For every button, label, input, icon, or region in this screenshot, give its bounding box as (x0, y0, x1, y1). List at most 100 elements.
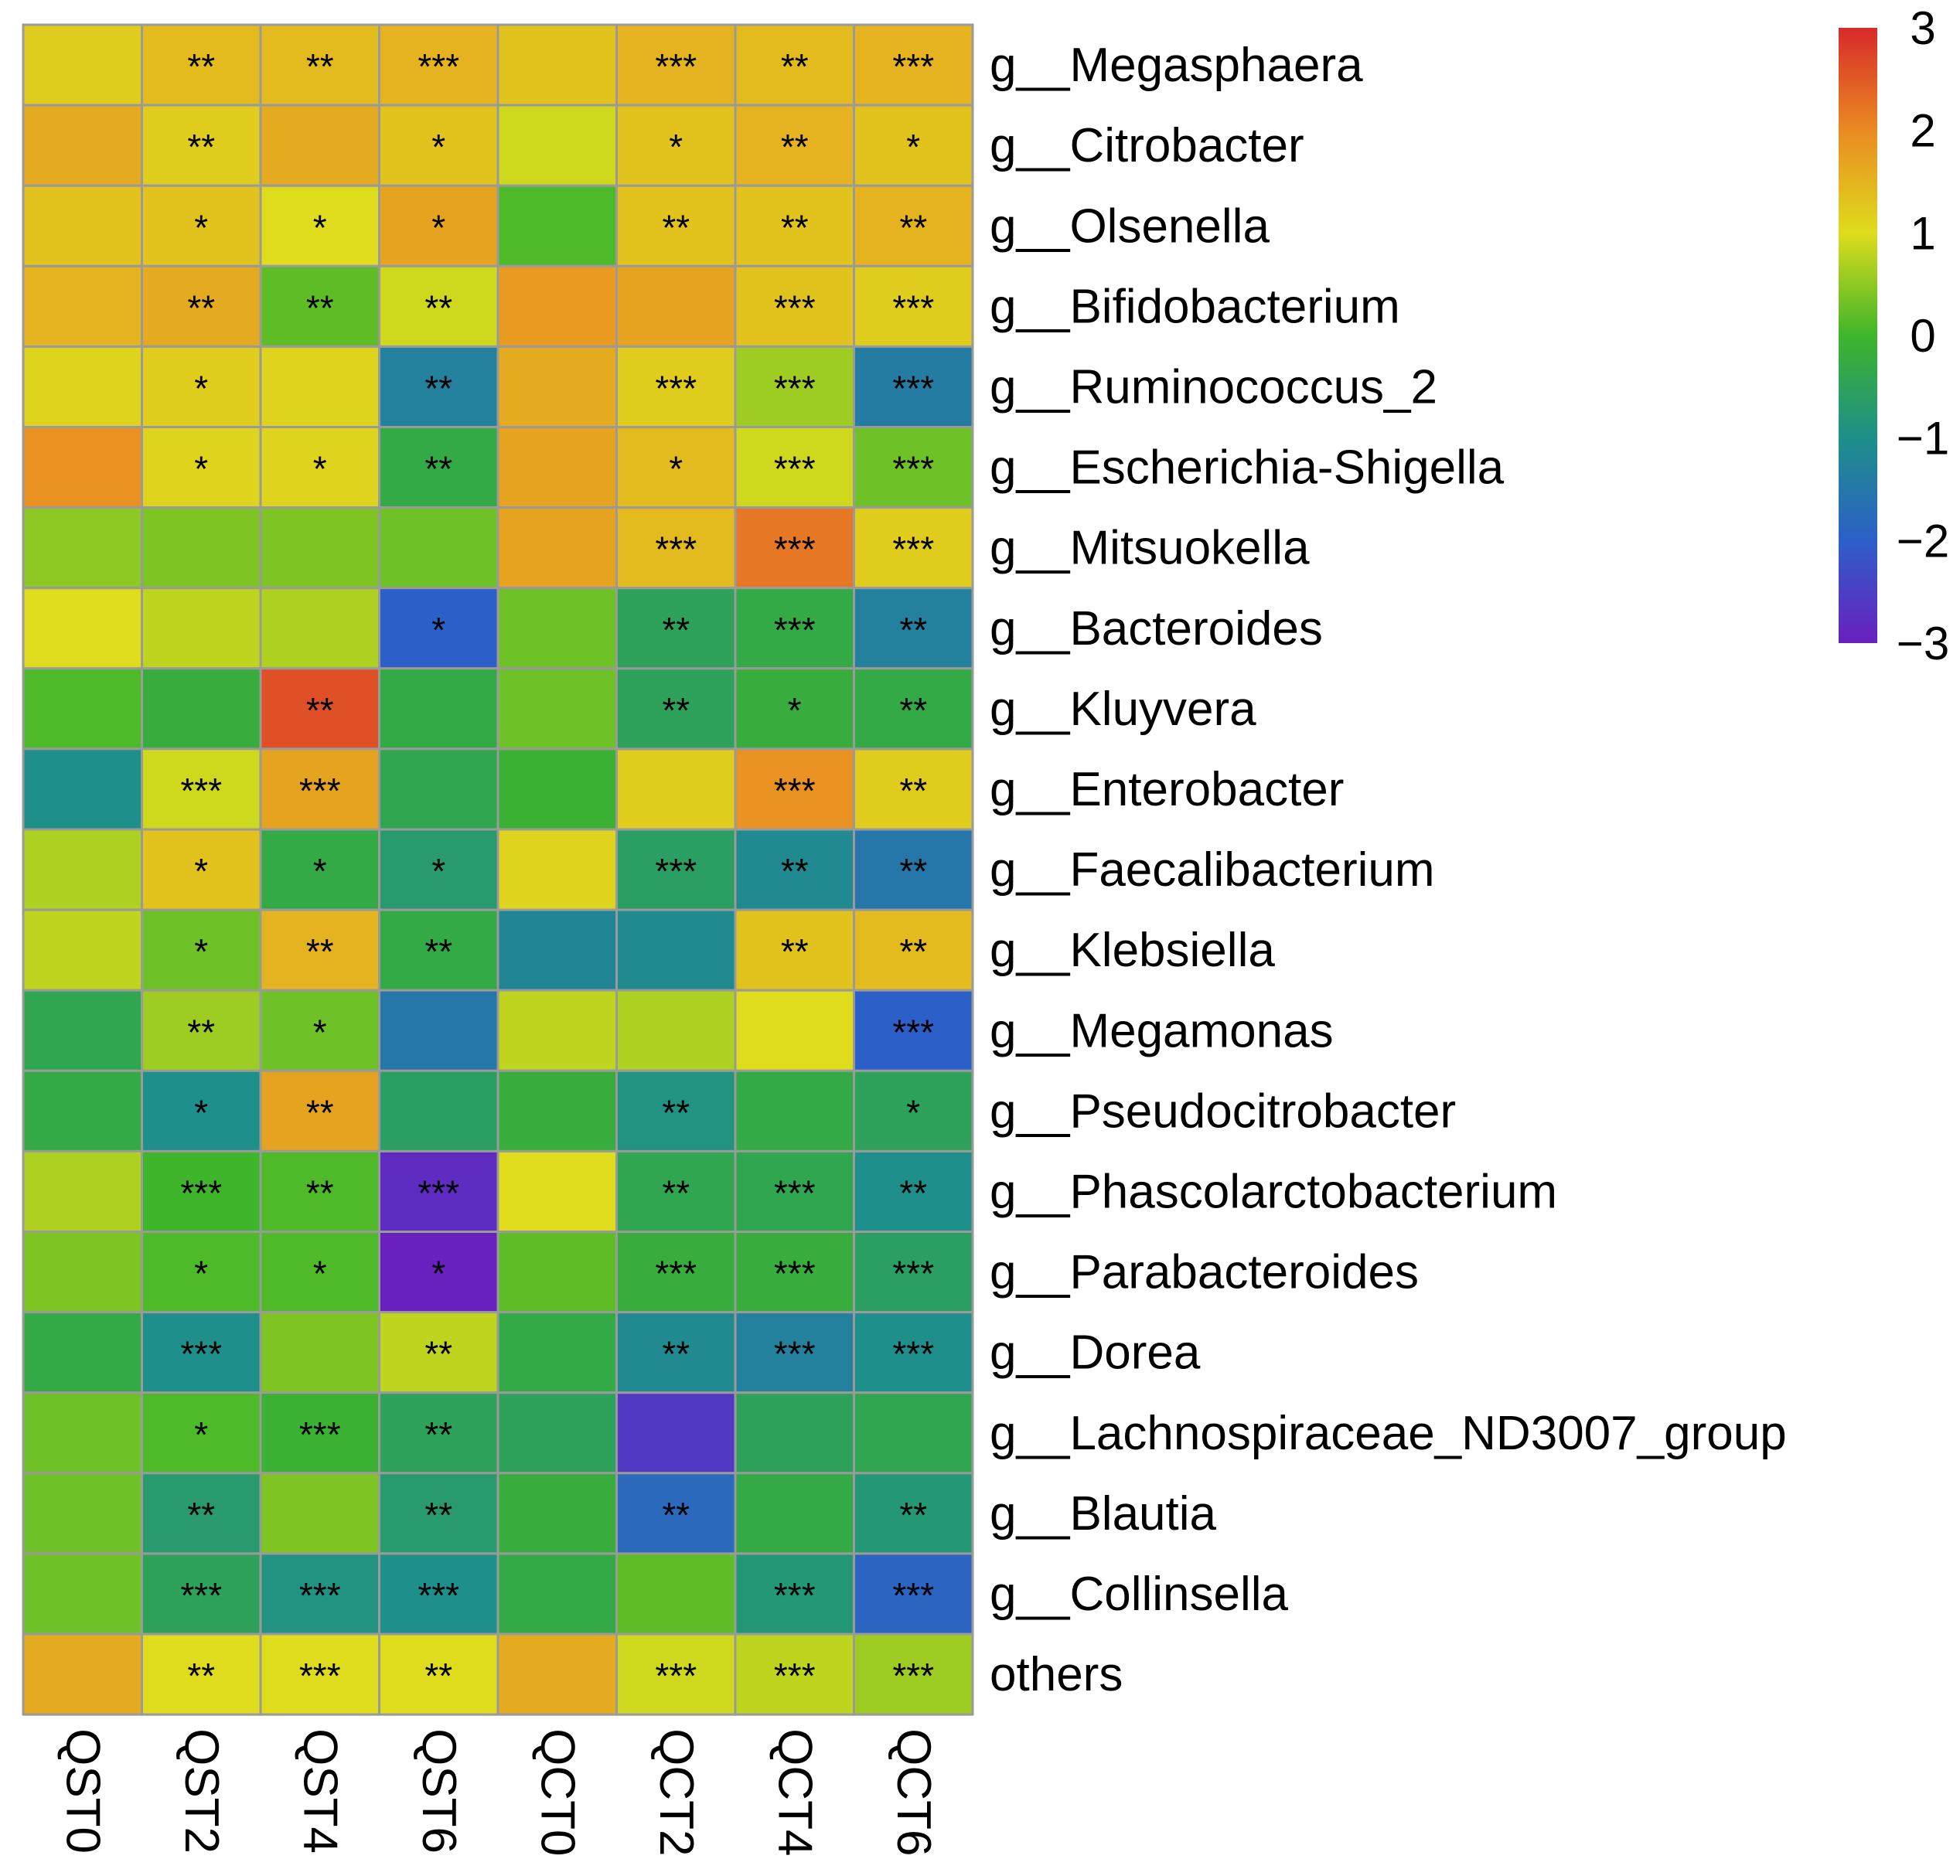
heatmap-cell (853, 345, 974, 428)
significance-marker: * (194, 1254, 208, 1294)
heatmap-cell (496, 1231, 618, 1314)
heatmap-cell (853, 1633, 974, 1716)
significance-marker: * (313, 207, 327, 247)
significance-marker: *** (774, 610, 816, 650)
significance-marker: ** (899, 690, 927, 730)
significance-marker: *** (774, 1334, 816, 1374)
heatmap-cell (22, 426, 143, 509)
significance-marker: * (313, 851, 327, 891)
significance-marker: *** (892, 1334, 934, 1374)
significance-marker: * (313, 1012, 327, 1052)
heatmap-cell (259, 1633, 380, 1716)
heatmap-cell (378, 104, 499, 187)
heatmap-cell (853, 264, 974, 348)
heatmap-cell (141, 506, 262, 590)
significance-marker: *** (655, 46, 697, 87)
heatmap-cell (378, 989, 499, 1072)
significance-marker: *** (299, 1415, 341, 1455)
heatmap-cell (22, 747, 143, 831)
heatmap-cell (853, 506, 974, 590)
significance-marker: ** (662, 1495, 690, 1535)
heatmap-cell (853, 1149, 974, 1234)
heatmap-cell (853, 587, 974, 670)
heatmap-cell (22, 1311, 143, 1394)
heatmap-cell (141, 345, 262, 428)
significance-markers: ** ** *** *** ** ***** * * ** ** * * ** ** **** ** ** ***… (180, 46, 934, 1696)
row-labels: g__Megasphaera g__Citrobacter g__Olsenella… (990, 39, 1787, 1701)
heatmap-cell (378, 1149, 499, 1234)
heatmap-cell (22, 506, 143, 590)
heatmap-cell (496, 23, 618, 107)
significance-marker: *** (892, 368, 934, 408)
heatmap-cell (141, 426, 262, 509)
heatmap-cell (259, 264, 380, 348)
heatmap-cell (853, 1391, 974, 1475)
color-scale-tick: 3 (1910, 2, 1935, 54)
significance-marker: ** (187, 1495, 215, 1535)
color-scale-tick: −3 (1897, 618, 1949, 669)
significance-marker: *** (774, 449, 816, 489)
column-label: QST0 (56, 1728, 109, 1854)
column-label: QCT6 (887, 1728, 940, 1856)
heatmap-cell (259, 506, 380, 590)
significance-marker: *** (655, 1656, 697, 1696)
heatmap-cell (496, 1552, 618, 1636)
heatmap-cell (378, 587, 499, 670)
heatmap-cell (615, 426, 737, 509)
heatmap-cell (734, 1391, 855, 1475)
heatmap-cell (22, 989, 143, 1072)
significance-marker: * (194, 851, 208, 891)
heatmap-cell (141, 587, 262, 670)
heatmap-cell (141, 1149, 262, 1234)
column-label: QST4 (293, 1728, 346, 1854)
heatmap-cell (141, 1311, 262, 1394)
heatmap-cell (496, 426, 618, 509)
heatmap-cell (141, 908, 262, 992)
significance-marker: *** (892, 46, 934, 87)
heatmap-cell (496, 587, 618, 670)
significance-marker: *** (655, 1254, 697, 1294)
significance-marker: ** (662, 690, 690, 730)
heatmap-cell (22, 1552, 143, 1636)
heatmap-cell (734, 828, 855, 911)
significance-marker: ** (187, 1656, 215, 1696)
heatmap-cell (496, 667, 618, 751)
heatmap-cell (259, 587, 380, 670)
column-label: QST6 (412, 1728, 465, 1854)
heatmap-cell (378, 1231, 499, 1314)
significance-marker: ** (424, 288, 452, 328)
significance-marker: ** (424, 1495, 452, 1535)
column-label: QCT2 (649, 1728, 703, 1856)
heatmap-cell (615, 1311, 737, 1394)
significance-marker: * (194, 1415, 208, 1455)
significance-marker: * (313, 1254, 327, 1294)
significance-marker: ** (781, 207, 809, 247)
heatmap-cell (734, 184, 855, 267)
significance-marker: *** (774, 1254, 816, 1294)
heatmap-cell (734, 989, 855, 1072)
heatmap-cell (259, 1472, 380, 1555)
significance-marker: *** (892, 449, 934, 489)
significance-marker: *** (892, 529, 934, 570)
row-label: others (990, 1648, 1123, 1701)
heatmap-cell (259, 989, 380, 1072)
heatmap-cell (615, 989, 737, 1072)
heatmap-cell (496, 828, 618, 911)
significance-marker: * (431, 207, 445, 247)
row-label: g__Megamonas (990, 1004, 1334, 1057)
heatmap-cell (496, 264, 618, 348)
row-label: g__Klebsiella (990, 924, 1275, 977)
heatmap-cell (615, 1149, 737, 1234)
significance-marker: *** (418, 1173, 459, 1213)
row-label: g__Collinsella (990, 1568, 1289, 1621)
heatmap-cell (22, 667, 143, 751)
significance-marker: *** (299, 1575, 341, 1616)
heatmap-cell (141, 1391, 262, 1475)
heatmap-cell (496, 506, 618, 590)
significance-marker: *** (774, 771, 816, 811)
significance-marker: ** (187, 288, 215, 328)
heatmap-cell (378, 264, 499, 348)
significance-marker: ** (899, 771, 927, 811)
heatmap-cell (734, 104, 855, 187)
